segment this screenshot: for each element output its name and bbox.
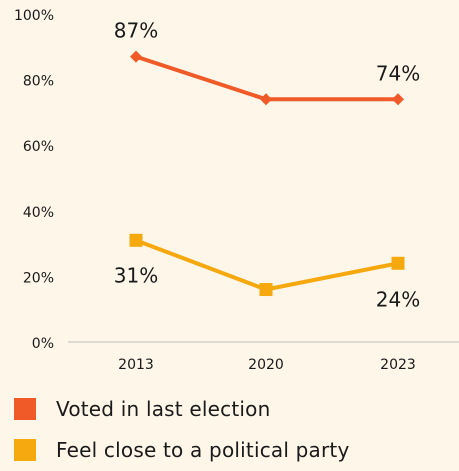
y-tick-label: 20%: [23, 270, 54, 286]
series-line: [134, 54, 400, 102]
y-tick-label: 100%: [14, 8, 54, 24]
y-tick-label: 80%: [23, 74, 54, 90]
data-point: [260, 93, 272, 106]
series-layer: [129, 50, 405, 297]
y-tick-label: 0%: [32, 336, 54, 352]
y-tick-label: 40%: [23, 205, 54, 221]
legend-label-party: Feel close to a political party: [56, 438, 350, 462]
legend: Voted in last election Feel close to a p…: [14, 394, 350, 471]
legend-item-party: Feel close to a political party: [14, 435, 350, 465]
legend-swatch-party: [14, 439, 36, 461]
data-point: [130, 50, 142, 63]
data-point: [392, 93, 404, 106]
data-label: 87%: [114, 19, 158, 43]
data-label-layer: 87% 74% 31% 24%: [114, 19, 420, 312]
y-tick-label: 60%: [23, 139, 54, 155]
data-point: [129, 233, 143, 247]
legend-item-voted: Voted in last election: [14, 394, 350, 424]
x-tick-label: 2023: [380, 357, 416, 373]
x-axis-tick-labels: 2013 2020 2023: [118, 357, 416, 373]
data-label: 74%: [376, 61, 420, 85]
x-tick-label: 2013: [118, 357, 154, 373]
y-axis-tick-labels: 0% 20% 40% 60% 80% 100%: [14, 8, 54, 352]
data-point: [391, 256, 405, 270]
legend-swatch-voted: [14, 398, 36, 420]
data-label: 31%: [114, 263, 158, 287]
series-line: [134, 238, 400, 292]
x-tick-label: 2020: [248, 357, 284, 373]
data-point: [259, 283, 273, 297]
data-label: 24%: [376, 287, 420, 311]
legend-label-voted: Voted in last election: [56, 397, 271, 421]
